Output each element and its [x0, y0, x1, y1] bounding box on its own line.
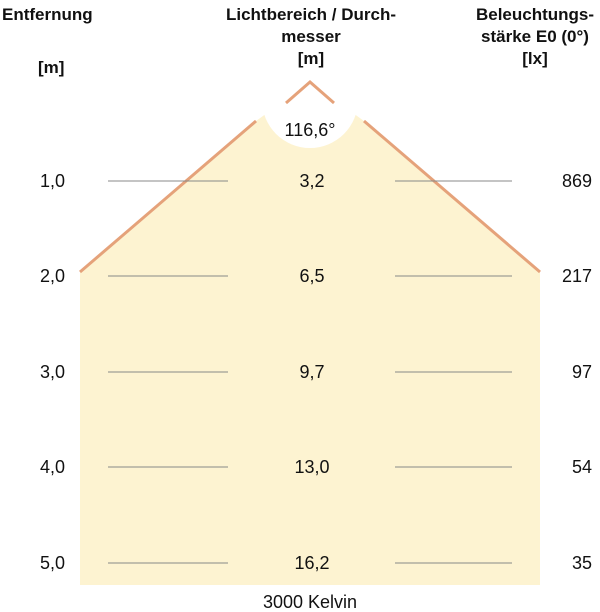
diameter-header-unit: [m] — [297, 49, 325, 68]
diameter-header-line2: messer — [281, 27, 341, 46]
cone-apex-edge — [285, 80, 335, 105]
distance-header-unit: [m] — [38, 58, 65, 77]
diameter-value: 6,5 — [299, 266, 325, 286]
color-temperature-label: 3000 Kelvin — [262, 592, 358, 612]
illuminance-value: 217 — [561, 266, 592, 286]
distance-grid-lines — [108, 180, 512, 564]
illuminance-value: 54 — [571, 457, 592, 477]
distance-value: 4,0 — [40, 457, 66, 477]
cone-left-edge — [79, 119, 257, 274]
illuminance-value: 97 — [571, 362, 592, 382]
diameter-value: 3,2 — [299, 171, 325, 191]
diameter-header-line1: Lichtbereich / Durch- — [225, 5, 397, 24]
distance-header: Entfernung [m] — [2, 4, 93, 77]
distance-value: 3,0 — [40, 362, 66, 382]
diameter-value: 9,7 — [299, 362, 325, 382]
apex-cutout — [262, 52, 358, 148]
beam-angle-label: 116,6° — [284, 120, 336, 140]
distance-value: 2,0 — [40, 266, 66, 286]
illuminance-header: Beleuchtungs- stärke E0 (0°) [lx] — [470, 4, 600, 70]
illuminance-header-line1: Beleuchtungs- — [475, 5, 595, 24]
diameter-header: Lichtbereich / Durch- messer [m] — [211, 4, 411, 70]
light-cone-area — [80, 82, 540, 585]
cone-right-edge — [363, 119, 541, 274]
distance-value: 1,0 — [40, 171, 66, 191]
diameter-value: 13,0 — [294, 457, 330, 477]
illuminance-header-unit: [lx] — [522, 49, 548, 68]
diameter-value: 16,2 — [294, 553, 330, 573]
illuminance-header-line2: stärke E0 (0°) — [481, 27, 589, 46]
illuminance-value: 35 — [571, 553, 592, 573]
distance-header-title: Entfernung — [2, 5, 93, 24]
distance-value: 5,0 — [40, 553, 66, 573]
illuminance-value: 869 — [561, 171, 592, 191]
